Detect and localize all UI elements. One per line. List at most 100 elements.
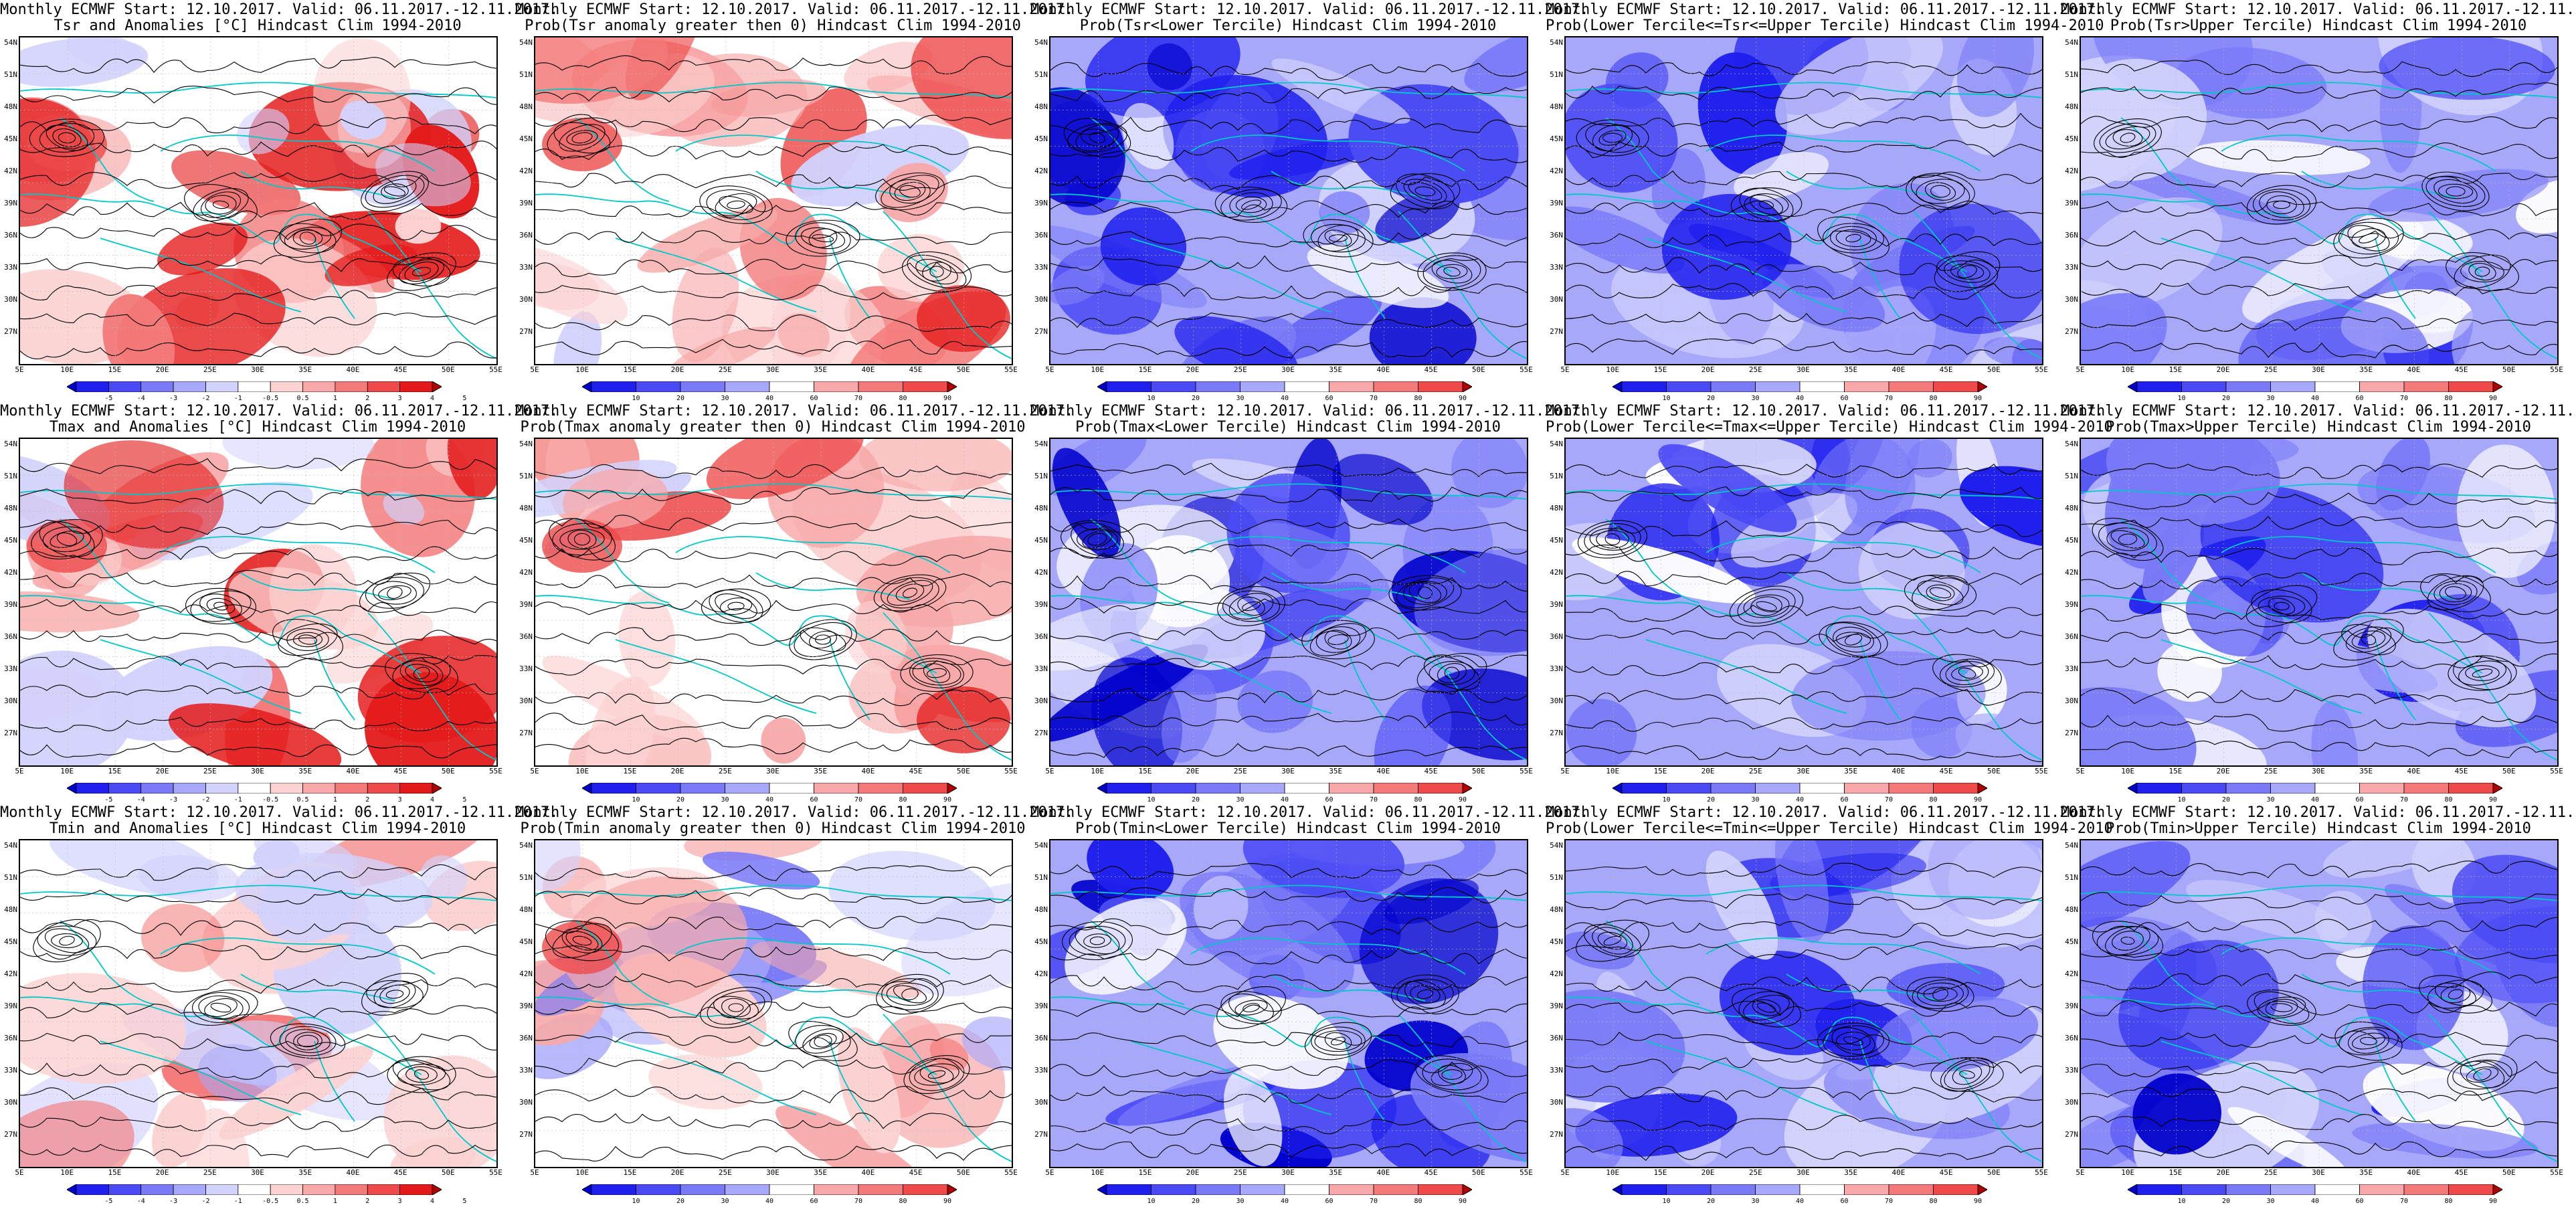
lon-label: 10E [1606, 1168, 1620, 1177]
coastline [1050, 82, 1527, 359]
colorbar-tick-label: 90 [943, 1198, 952, 1205]
lat-label: 54N [4, 38, 17, 47]
climatology-contours [535, 55, 1012, 355]
colorbar-tick-label: 90 [2488, 395, 2498, 402]
lat-label: 39N [1034, 199, 1048, 207]
colorbar-tick-label: 40 [1280, 395, 1289, 402]
lon-label: 45E [393, 365, 407, 374]
colorbar-tick-label: 90 [2488, 1198, 2498, 1205]
lon-label: 45E [2454, 1168, 2468, 1177]
lat-label: 36N [1034, 231, 1048, 240]
colorbar-tick-label: 60 [1325, 395, 1333, 402]
colorbar-tick-label: 10 [1147, 796, 1156, 804]
map-svg [2081, 840, 2557, 1167]
lat-label: 36N [1034, 1034, 1048, 1042]
panel-title-run: Monthly ECMWF Start: 12.10.2017. Valid: … [2061, 804, 2576, 821]
colorbar-tick-label: 10 [2177, 395, 2186, 402]
lat-label: 48N [1034, 102, 1048, 111]
lat-label: 36N [4, 1034, 17, 1042]
colorbar-tick-label: -5 [104, 395, 113, 402]
lat-label: 42N [1034, 969, 1048, 978]
lon-label: 55E [489, 1168, 502, 1177]
lat-lon-grid [535, 840, 1012, 1167]
lat-label: 48N [1550, 102, 1563, 111]
colorbar-tick-label: 20 [2221, 1198, 2231, 1205]
lon-label: 20E [670, 365, 684, 374]
map-area [19, 36, 498, 365]
panel-title-variable: Prob(Tmax anomaly greater then 0) Hindca… [520, 419, 1026, 436]
map-svg [1566, 439, 2042, 765]
colorbar-tick-label: 0.5 [296, 1198, 309, 1205]
lon-label: 30E [1281, 767, 1295, 775]
lon-label: 50E [1987, 1168, 2001, 1177]
colorbar-tick-label: 80 [1414, 395, 1422, 402]
lon-label: 10E [1091, 365, 1105, 374]
lon-label: 40E [861, 767, 875, 775]
lon-label: 40E [861, 365, 875, 374]
lat-label: 42N [1550, 167, 1563, 175]
colorbar-tick-label: 2 [365, 1198, 370, 1205]
lat-label: 42N [2065, 167, 2078, 175]
lat-label: 27N [1550, 327, 1563, 336]
panel-title-run: Monthly ECMWF Start: 12.10.2017. Valid: … [515, 403, 1074, 420]
lat-label: 27N [1034, 327, 1048, 336]
map-svg [20, 37, 496, 364]
lat-label: 42N [1550, 568, 1563, 577]
lon-label: 30E [1797, 767, 1810, 775]
lon-label: 20E [155, 365, 169, 374]
colorbar-tick-label: 70 [854, 796, 863, 804]
lat-label: 30N [1550, 697, 1563, 705]
colorbar-tick-label: 30 [2266, 796, 2275, 804]
lat-label: 54N [2065, 38, 2078, 47]
lon-label: 20E [2216, 767, 2230, 775]
map-area [2080, 36, 2559, 365]
lat-label: 42N [1550, 969, 1563, 978]
lon-label: 45E [909, 767, 923, 775]
panel-title-run: Monthly ECMWF Start: 12.10.2017. Valid: … [2061, 403, 2576, 420]
lon-label: 20E [1186, 1168, 1200, 1177]
colorbar [66, 782, 443, 794]
lon-label: 25E [1233, 1168, 1247, 1177]
lon-label: 30E [2312, 365, 2325, 374]
lon-label: 10E [2121, 767, 2135, 775]
lat-lon-grid [20, 840, 496, 1167]
lat-label: 30N [1550, 295, 1563, 304]
lon-label: 55E [1004, 767, 1018, 775]
lat-label: 33N [4, 263, 17, 272]
climatology-contours [1566, 61, 2042, 355]
lat-label: 51N [1034, 70, 1048, 79]
colorbar [2126, 381, 2504, 393]
lon-label: 40E [1376, 1168, 1390, 1177]
lon-label: 50E [1987, 767, 2001, 775]
lat-label: 27N [2065, 729, 2078, 737]
lat-label: 45N [1550, 937, 1563, 946]
lon-label: 25E [718, 365, 732, 374]
colorbar-tick-label: -1 [234, 395, 242, 402]
lat-label: 33N [1034, 263, 1048, 272]
lat-label: 45N [2065, 536, 2078, 545]
panel-title-variable: Tsr and Anomalies [°C] Hindcast Clim 199… [54, 17, 462, 34]
colorbar-tick-label: 2 [365, 796, 370, 804]
forecast-panel: Monthly ECMWF Start: 12.10.2017. Valid: … [1546, 401, 2113, 804]
lon-label: 20E [155, 767, 169, 775]
map-area [1564, 839, 2043, 1168]
colorbar-tick-label: 30 [1236, 1198, 1245, 1205]
colorbar-tick-label: 80 [899, 1198, 907, 1205]
lat-lon-grid [20, 37, 496, 364]
forecast-panel: Monthly ECMWF Start: 12.10.2017. Valid: … [1546, 803, 2113, 1205]
lat-label: 30N [2065, 295, 2078, 304]
lat-label: 27N [4, 729, 17, 737]
colorbar-tick-label: 10 [1147, 395, 1156, 402]
panel-title-variable: Prob(Tmax>Upper Tercile) Hindcast Clim 1… [2106, 419, 2531, 436]
colorbar-tick-label: 4 [430, 1198, 435, 1205]
colorbar-tick-label: 60 [1840, 796, 1849, 804]
lat-label: 27N [519, 327, 533, 336]
colorbar-tick-label: -3 [169, 796, 178, 804]
panel-title-variable: Prob(Tsr>Upper Tercile) Hindcast Clim 19… [2110, 17, 2527, 34]
colorbar-tick-label: 80 [2444, 796, 2453, 804]
lat-label: 39N [1550, 1002, 1563, 1010]
coastline [1566, 885, 2042, 1162]
colorbar-tick-label: 40 [2310, 395, 2320, 402]
lat-label: 42N [2065, 568, 2078, 577]
